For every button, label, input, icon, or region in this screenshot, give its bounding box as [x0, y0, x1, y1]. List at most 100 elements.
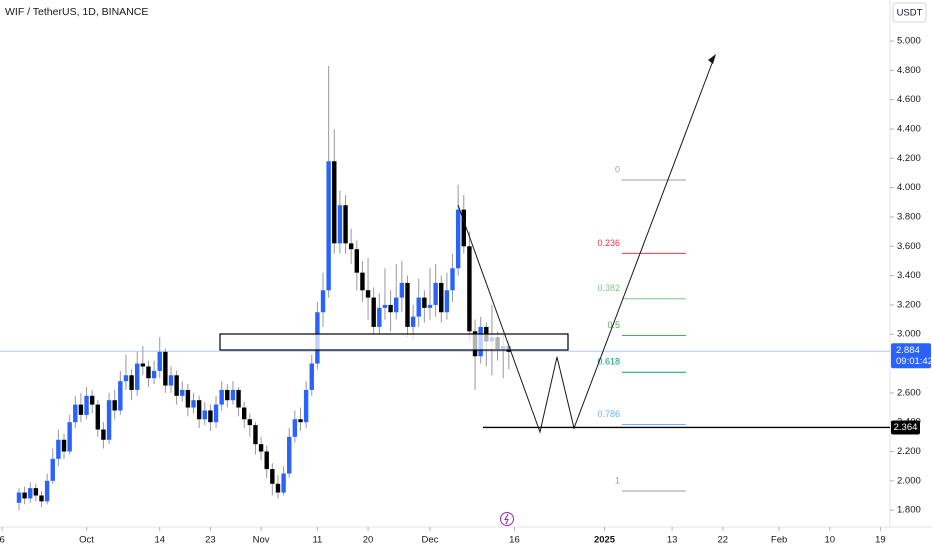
- candle-body: [416, 297, 421, 317]
- fib-label: 1: [615, 475, 620, 485]
- candle-body: [399, 282, 405, 298]
- x-tick-label: Oct: [79, 535, 94, 546]
- candle-body: [151, 370, 157, 379]
- y-tick-label: 3.000: [897, 329, 921, 340]
- candle-body: [253, 425, 258, 445]
- y-tick-label: 3.600: [897, 241, 921, 252]
- fib-label: 0.786: [597, 409, 620, 419]
- candle-body: [241, 407, 247, 420]
- candle-body: [377, 307, 382, 327]
- candle-body: [450, 268, 455, 291]
- candle-body: [332, 161, 337, 244]
- y-tick-label: 1.800: [897, 505, 921, 516]
- currency[interactable]: USDT: [897, 8, 923, 19]
- fib-label: 0.236: [597, 238, 620, 248]
- x-tick-label: 14: [154, 535, 165, 546]
- candle-body: [394, 297, 399, 313]
- candle-body: [33, 488, 39, 496]
- chart-title: WIF / TetherUS, 1D, BINANCE: [5, 6, 148, 18]
- support-label-bg: [891, 420, 920, 435]
- candle-body: [292, 419, 298, 437]
- candle-body: [467, 246, 472, 332]
- candle-body: [303, 389, 309, 423]
- candle-body: [247, 419, 253, 426]
- x-tick-label: 22: [717, 535, 728, 546]
- candle-body: [180, 389, 185, 396]
- fib-label: 0: [615, 164, 620, 174]
- y-tick-label: 4.000: [897, 182, 921, 193]
- candle-body: [388, 304, 393, 313]
- x-tick-label: Dec: [422, 535, 439, 546]
- candle-body: [461, 209, 466, 247]
- candle-body: [202, 410, 207, 420]
- candle-body: [129, 375, 134, 390]
- last-price-label-bg: [891, 343, 931, 369]
- fib-label: 0.5: [607, 320, 620, 330]
- candle-body: [326, 161, 331, 291]
- replay-icon[interactable]: [500, 512, 514, 526]
- candle-body: [168, 375, 174, 386]
- candle-body: [360, 272, 365, 291]
- candle-body: [422, 297, 427, 308]
- candle-body: [44, 480, 50, 502]
- candle-body: [225, 389, 230, 401]
- icon-bolt[interactable]: [504, 513, 509, 525]
- x-tick-label: 16: [509, 535, 520, 546]
- candle-body: [123, 375, 129, 382]
- arrow-head: [708, 54, 716, 64]
- x-tick-label: Feb: [771, 535, 787, 546]
- candle-body: [135, 363, 140, 390]
- candle-body: [427, 304, 433, 308]
- candle-body: [101, 429, 106, 440]
- x-tick-label: Nov: [253, 535, 270, 546]
- candle-body: [348, 243, 354, 250]
- x-tick-label: 19: [875, 535, 886, 546]
- x-tick-label: 20: [363, 535, 374, 546]
- candle-body: [89, 395, 95, 405]
- candle-body: [39, 495, 44, 502]
- x-tick-label: 6: [0, 535, 5, 546]
- candle-body: [191, 400, 196, 408]
- y-tick-label: 2.600: [897, 387, 921, 398]
- fib-label: 0.618: [597, 357, 620, 367]
- x-tick-label: 23: [205, 535, 216, 546]
- candle-body: [208, 410, 213, 423]
- candle-body: [405, 282, 410, 327]
- candle-body: [61, 439, 67, 452]
- candle-body: [196, 400, 202, 420]
- candle-body: [219, 389, 224, 405]
- candle-body: [230, 389, 236, 401]
- candle-body: [56, 439, 61, 459]
- candle-body: [157, 351, 162, 371]
- candle-body: [16, 492, 22, 503]
- y-tick-label: 4.800: [897, 65, 921, 76]
- candle-body: [185, 389, 191, 408]
- y-tick-label: 3.800: [897, 211, 921, 222]
- candle-body: [213, 404, 219, 423]
- y-tick-label: 4.400: [897, 124, 921, 135]
- candle-body: [270, 469, 275, 484]
- candle-body: [73, 404, 78, 423]
- last-price-label: 2.884: [896, 345, 920, 356]
- candle-body: [354, 249, 359, 273]
- candle-body: [28, 488, 33, 499]
- x-tick-label: 10: [824, 535, 835, 546]
- y-tick-label: 2.000: [897, 475, 921, 486]
- countdown: 09:01:42: [896, 356, 932, 367]
- x-tick-label: 13: [667, 535, 678, 546]
- projection-path: [457, 57, 715, 434]
- candle-body: [365, 290, 371, 298]
- candle-body: [433, 282, 438, 305]
- candle-body: [281, 473, 286, 493]
- currency-button[interactable]: [892, 2, 927, 23]
- y-tick-label: 4.600: [897, 94, 921, 105]
- y-tick-label: 3.200: [897, 299, 921, 310]
- candle-body: [236, 389, 241, 408]
- candle-body: [174, 375, 179, 396]
- y-tick-label: 4.200: [897, 153, 921, 164]
- candle-body: [439, 282, 444, 313]
- x-tick-label: 11: [312, 535, 322, 546]
- candle-body: [343, 205, 348, 244]
- candle-body: [337, 205, 343, 244]
